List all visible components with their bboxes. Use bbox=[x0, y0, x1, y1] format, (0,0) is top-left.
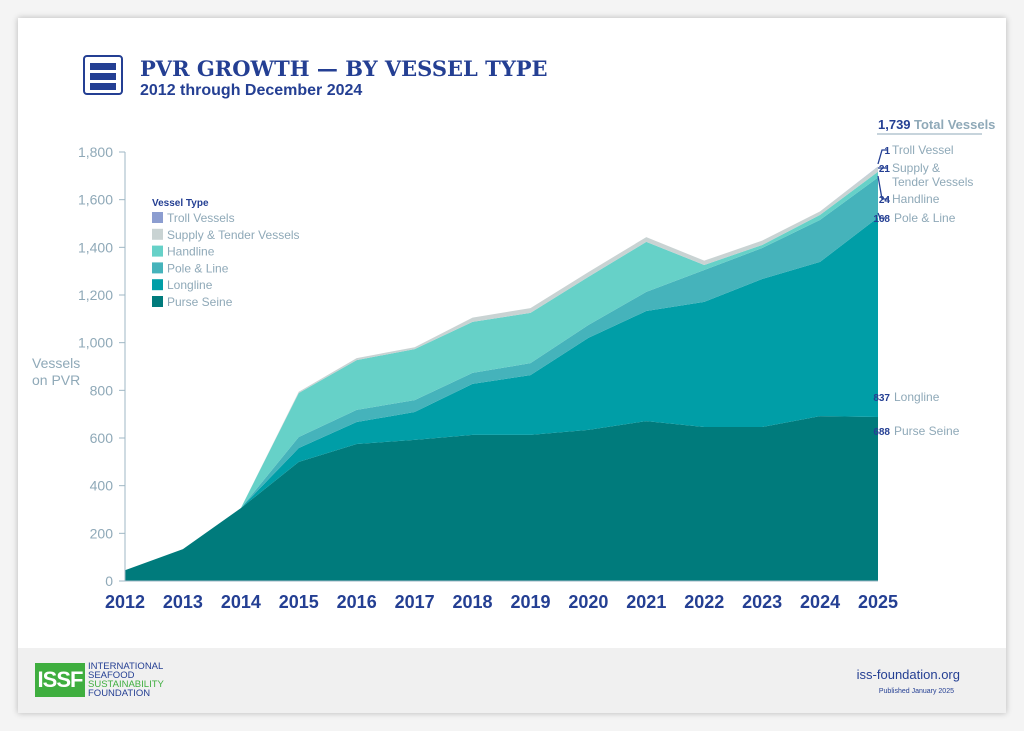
org-line: INTERNATIONAL bbox=[88, 661, 164, 672]
org-line: SUSTAINABILITY bbox=[88, 679, 164, 690]
end-label-text: Pole & Line bbox=[894, 211, 956, 225]
y-tick-label: 1,000 bbox=[78, 335, 113, 351]
legend-label: Supply & Tender Vessels bbox=[167, 228, 300, 242]
y-tick-label: 1,600 bbox=[78, 192, 113, 208]
y-tick-label: 1,800 bbox=[78, 144, 113, 160]
x-tick-label: 2012 bbox=[105, 592, 145, 612]
y-tick-label: 1,200 bbox=[78, 287, 113, 303]
x-tick-label: 2024 bbox=[800, 592, 840, 612]
legend-swatch bbox=[152, 296, 163, 307]
x-tick-label: 2013 bbox=[163, 592, 203, 612]
total-label: Total Vessels bbox=[914, 117, 995, 132]
end-label-text: Troll Vessel bbox=[892, 143, 954, 157]
legend-label: Pole & Line bbox=[167, 261, 229, 275]
legend-label: Longline bbox=[167, 278, 213, 292]
y-axis-label: on PVR bbox=[32, 372, 80, 388]
page-subtitle: 2012 through December 2024 bbox=[140, 82, 363, 99]
area-longline bbox=[125, 217, 878, 571]
y-tick-label: 800 bbox=[90, 382, 114, 398]
x-tick-label: 2020 bbox=[568, 592, 608, 612]
legend-label: Troll Vessels bbox=[167, 211, 235, 225]
y-tick-label: 0 bbox=[105, 573, 113, 589]
y-tick-label: 1,400 bbox=[78, 239, 113, 255]
x-tick-label: 2021 bbox=[626, 592, 666, 612]
legend-swatch bbox=[152, 262, 163, 274]
end-label-value: 688 bbox=[873, 427, 890, 438]
legend-title: Vessel Type bbox=[152, 198, 209, 209]
org-name: INTERNATIONAL SEAFOOD SUSTAINABILITY FOU… bbox=[88, 661, 164, 699]
x-tick-label: 2018 bbox=[453, 592, 493, 612]
y-tick-label: 400 bbox=[90, 478, 114, 494]
legend-swatch bbox=[152, 212, 163, 223]
legend-swatch bbox=[152, 228, 163, 240]
published-date: Published January 2025 bbox=[878, 688, 954, 695]
end-label-text: Tender Vessels bbox=[892, 175, 973, 189]
end-label-text: Handline bbox=[892, 192, 940, 206]
y-tick-label: 200 bbox=[90, 525, 114, 541]
end-label-value: 837 bbox=[873, 393, 890, 404]
x-tick-label: 2015 bbox=[279, 592, 319, 612]
area-purse-seine bbox=[125, 416, 878, 581]
legend-label: Purse Seine bbox=[167, 295, 233, 309]
bracket-handline bbox=[877, 175, 888, 200]
total-value: 1,739 bbox=[878, 117, 911, 132]
org-line: SEAFOOD bbox=[88, 670, 135, 681]
footer bbox=[18, 648, 1006, 713]
legend-label: Handline bbox=[167, 245, 215, 259]
bracket-pole bbox=[877, 212, 885, 219]
end-label-text: Purse Seine bbox=[894, 424, 960, 438]
end-label-text: Longline bbox=[894, 390, 940, 404]
list-menu-icon bbox=[83, 55, 123, 95]
legend-swatch bbox=[152, 245, 163, 257]
x-tick-label: 2019 bbox=[510, 592, 550, 612]
website-link[interactable]: iss-foundation.org bbox=[856, 667, 960, 682]
x-tick-label: 2016 bbox=[337, 592, 377, 612]
page-title: PVR GROWTH — BY VESSEL TYPE bbox=[140, 56, 548, 81]
x-tick-label: 2022 bbox=[684, 592, 724, 612]
issf-logo: ISSF bbox=[35, 663, 85, 697]
x-tick-label: 2025 bbox=[858, 592, 898, 612]
area-pole-line bbox=[125, 177, 878, 571]
y-tick-label: 600 bbox=[90, 430, 114, 446]
org-line: FOUNDATION bbox=[88, 688, 151, 699]
end-label-value: 168 bbox=[873, 214, 890, 225]
x-tick-label: 2017 bbox=[395, 592, 435, 612]
end-label-value: 1 bbox=[884, 146, 890, 157]
legend-swatch bbox=[152, 279, 163, 291]
end-label-value: 21 bbox=[879, 164, 891, 175]
area-handline bbox=[125, 171, 878, 571]
x-tick-label: 2014 bbox=[221, 592, 261, 612]
end-label-value: 24 bbox=[879, 195, 891, 206]
end-label-text: Supply & bbox=[892, 161, 940, 175]
y-axis-label: Vessels bbox=[32, 355, 80, 371]
bracket-troll bbox=[877, 149, 888, 165]
x-tick-label: 2023 bbox=[742, 592, 782, 612]
